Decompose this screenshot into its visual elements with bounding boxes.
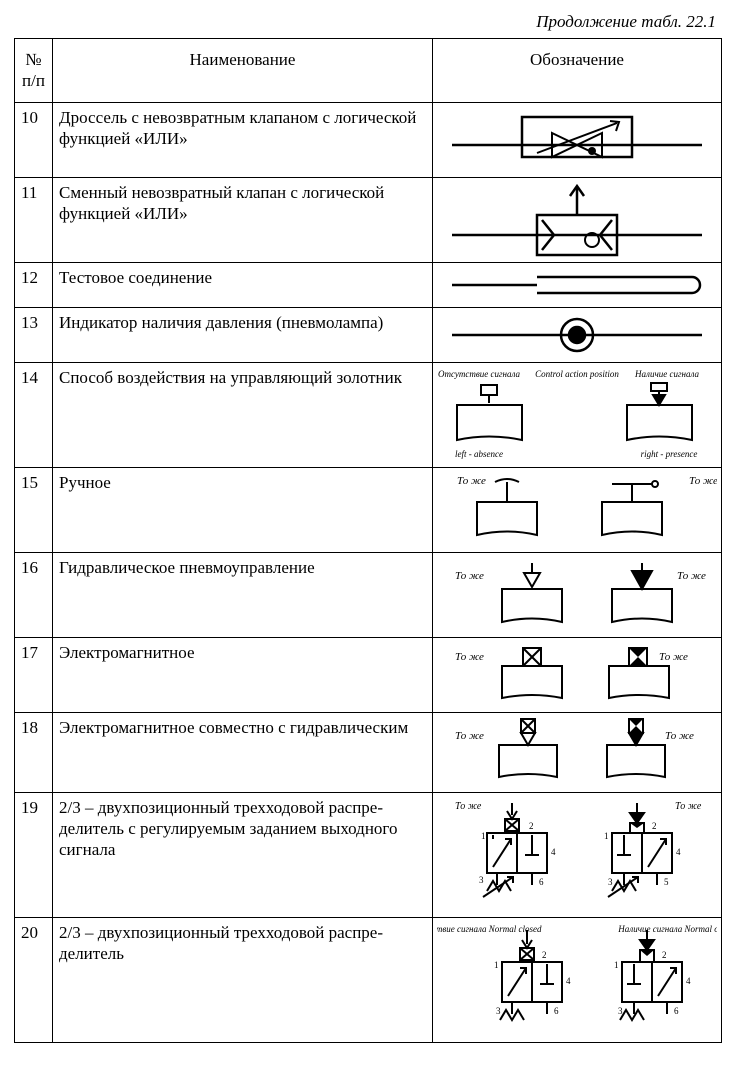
symbol-solenoid-hydraulic: То же То же bbox=[437, 715, 717, 790]
row-symbol: Отсутствие сигнала Normal closed Наличие… bbox=[433, 917, 722, 1042]
svg-text:6: 6 bbox=[554, 1006, 559, 1016]
table-row: 14 Способ воздействия на управляющий зол… bbox=[15, 362, 722, 467]
table-row: 17 Электромагнитное То же То же bbox=[15, 637, 722, 712]
svg-text:6: 6 bbox=[674, 1006, 679, 1016]
row-symbol: То же То же bbox=[433, 637, 722, 712]
header-sym: Обозначение bbox=[433, 39, 722, 103]
row-name: Сменный невозвратный клапан с логической… bbox=[53, 177, 433, 262]
svg-text:То же: То же bbox=[455, 651, 484, 663]
row-symbol bbox=[433, 262, 722, 307]
svg-text:То же: То же bbox=[455, 570, 484, 582]
svg-text:6: 6 bbox=[539, 877, 544, 887]
row-num: 16 bbox=[15, 552, 53, 637]
table-row: 20 2/3 – двухпозиционный трехходовой рас… bbox=[15, 917, 722, 1042]
svg-text:1: 1 bbox=[614, 960, 619, 970]
row-symbol bbox=[433, 177, 722, 262]
row-symbol: То же То же bbox=[433, 712, 722, 792]
row-symbol: То же 2 1 bbox=[433, 792, 722, 917]
row-symbol: То же То же bbox=[433, 467, 722, 552]
svg-text:1: 1 bbox=[604, 831, 609, 841]
row-symbol bbox=[433, 102, 722, 177]
row-num: 20 bbox=[15, 917, 53, 1042]
row-name: 2/3 – двухпозиционный трехходовой распре… bbox=[53, 792, 433, 917]
svg-text:4: 4 bbox=[676, 847, 681, 857]
header-num: № п/п bbox=[15, 39, 53, 103]
table-row: 13 Индикатор наличия давления (пневмолам… bbox=[15, 307, 722, 362]
svg-text:То же: То же bbox=[677, 570, 706, 582]
row-num: 15 bbox=[15, 467, 53, 552]
row-name: 2/3 – двухпозиционный трехходовой распре… bbox=[53, 917, 433, 1042]
svg-text:3: 3 bbox=[496, 1006, 501, 1016]
table-row: 11 Сменный невозвратный клапан с логичес… bbox=[15, 177, 722, 262]
row-symbol: Отсутствие сигнала left - absence Contro… bbox=[433, 362, 722, 467]
svg-text:3: 3 bbox=[608, 877, 613, 887]
row-num: 17 bbox=[15, 637, 53, 712]
symbols-table: № п/п Наименование Обозначение 10 Дроссе… bbox=[14, 38, 722, 1043]
row-num: 18 bbox=[15, 712, 53, 792]
row-symbol: То же То же bbox=[433, 552, 722, 637]
svg-text:4: 4 bbox=[566, 976, 571, 986]
svg-text:Наличие сигнала: Наличие сигнала bbox=[634, 369, 699, 379]
symbol-control-action: Отсутствие сигнала left - absence Contro… bbox=[437, 365, 717, 465]
table-row: 19 2/3 – двухпозиционный трехходовой рас… bbox=[15, 792, 722, 917]
row-name: Электромагнитное bbox=[53, 637, 433, 712]
row-num: 14 bbox=[15, 362, 53, 467]
svg-text:1: 1 bbox=[481, 831, 486, 841]
svg-text:То же: То же bbox=[457, 475, 486, 487]
svg-text:То же: То же bbox=[689, 475, 717, 487]
svg-text:Наличие сигнала Normal open: Наличие сигнала Normal open bbox=[617, 924, 717, 934]
svg-text:2: 2 bbox=[529, 821, 534, 831]
symbol-3-2-valve: Отсутствие сигнала Normal closed Наличие… bbox=[437, 920, 717, 1040]
row-num: 19 bbox=[15, 792, 53, 917]
svg-text:4: 4 bbox=[551, 847, 556, 857]
row-name: Электромагнитное совместно с гидравличес… bbox=[53, 712, 433, 792]
symbol-test-connection bbox=[442, 265, 712, 305]
svg-text:2: 2 bbox=[662, 950, 667, 960]
svg-text:Отсутствие сигнала: Отсутствие сигнала bbox=[438, 369, 521, 379]
table-caption: Продолжение табл. 22.1 bbox=[14, 12, 716, 32]
symbol-hydraulic-pilot: То же То же bbox=[437, 555, 717, 635]
table-row: 18 Электромагнитное совместно с гидравли… bbox=[15, 712, 722, 792]
svg-text:2: 2 bbox=[542, 950, 547, 960]
table-row: 12 Тестовое соединение bbox=[15, 262, 722, 307]
svg-text:3: 3 bbox=[479, 875, 484, 885]
row-name: Индикатор наличия давления (пневмолампа) bbox=[53, 307, 433, 362]
row-num: 12 bbox=[15, 262, 53, 307]
table-row: 10 Дроссель с невозвратным клапаном с ло… bbox=[15, 102, 722, 177]
svg-text:То же: То же bbox=[665, 730, 694, 742]
svg-text:5: 5 bbox=[664, 877, 669, 887]
row-num: 11 bbox=[15, 177, 53, 262]
svg-text:1: 1 bbox=[494, 960, 499, 970]
svg-text:То же: То же bbox=[455, 730, 484, 742]
symbol-shuttle-valve bbox=[442, 180, 712, 260]
svg-text:right - presence: right - presence bbox=[641, 449, 698, 459]
svg-text:То же: То же bbox=[455, 801, 482, 812]
symbol-pressure-indicator bbox=[442, 310, 712, 360]
svg-text:Control action position: Control action position bbox=[535, 369, 619, 379]
header-name: Наименование bbox=[53, 39, 433, 103]
symbol-manual: То же То же bbox=[437, 470, 717, 550]
row-num: 10 bbox=[15, 102, 53, 177]
row-num: 13 bbox=[15, 307, 53, 362]
row-name: Ручное bbox=[53, 467, 433, 552]
svg-text:left - absence: left - absence bbox=[455, 449, 503, 459]
svg-text:2: 2 bbox=[652, 821, 657, 831]
svg-text:То же: То же bbox=[659, 651, 688, 663]
row-symbol bbox=[433, 307, 722, 362]
symbol-throttle-check-or bbox=[442, 105, 712, 175]
table-row: 16 Гидравлическое пневмоуправление То же… bbox=[15, 552, 722, 637]
symbol-3-2-valve-adjustable: То же 2 1 bbox=[437, 795, 717, 915]
row-name: Дроссель с невозвратным клапаном с логи­… bbox=[53, 102, 433, 177]
row-name: Гидравлическое пневмоуправление bbox=[53, 552, 433, 637]
row-name: Способ воздействия на управляющий золот­… bbox=[53, 362, 433, 467]
svg-text:То же: То же bbox=[675, 801, 702, 812]
row-name: Тестовое соединение bbox=[53, 262, 433, 307]
symbol-solenoid: То же То же bbox=[437, 640, 717, 710]
table-row: 15 Ручное То же То же bbox=[15, 467, 722, 552]
svg-text:4: 4 bbox=[686, 976, 691, 986]
